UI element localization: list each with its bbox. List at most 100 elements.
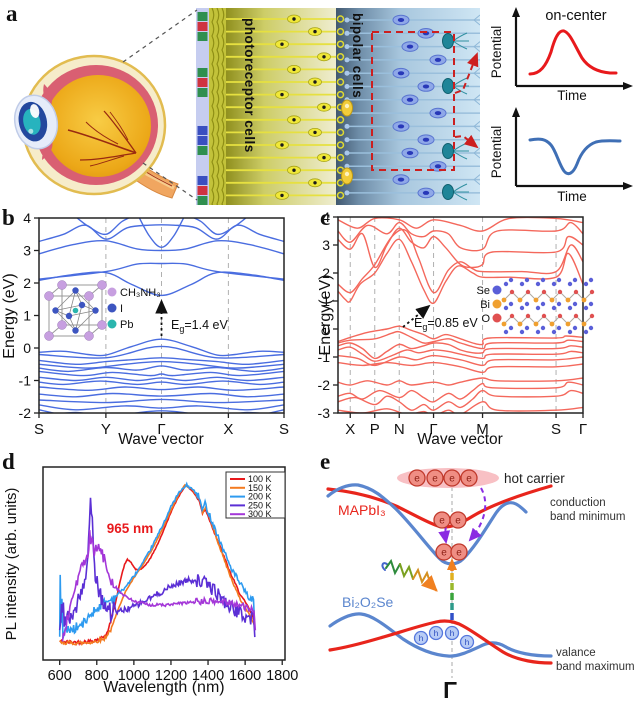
y-tick-label: -1 (19, 373, 32, 389)
pixel-square (197, 22, 208, 31)
amacrine-cell (341, 99, 353, 117)
highlight-dashed-box (371, 31, 455, 171)
energy-band (338, 325, 583, 346)
pixel-square (197, 68, 208, 77)
energy-band (39, 345, 284, 359)
hot-carrier-label: hot carrier (504, 471, 565, 486)
charge-transfer-schematic: e e e ee ee eh h hh hot carrier MAPbI₃ Bi₂O₂Se … (326, 468, 635, 703)
bi2o2se-valence-band-curve (328, 612, 553, 658)
time-label-bottom: Time (557, 189, 587, 204)
y-tick-label: 4 (322, 210, 330, 225)
electron-transfer-arrow (438, 525, 451, 544)
synaptic-terminal (336, 90, 345, 99)
mapbi3-valence-band-curve (328, 619, 553, 665)
hole-carrier: h (428, 625, 444, 641)
electron-carrier: e (460, 469, 478, 487)
x-tick-label: 1400 (192, 668, 224, 684)
cbm-label-line1: conduction (550, 497, 606, 509)
y-tick-label: -2 (19, 405, 32, 421)
o-label: O (481, 313, 490, 325)
energy-band (138, 218, 185, 249)
bi2o2se-band-structure: X P N Γ M S Γ -3 -2 -1 0 1 2 3 4 Energy(eV) Wave vecto… (318, 210, 595, 448)
eye-illustration (13, 54, 179, 199)
mapbi3-label: MAPbI₃ (338, 502, 386, 518)
potential-plot-on-center: on-center Potential Time (489, 7, 633, 102)
x-tick-label: N (394, 421, 405, 438)
svg-text:e: e (449, 474, 455, 485)
panel-d-label: d (2, 449, 15, 474)
energy-band (39, 370, 284, 377)
y-tick-label: 0 (322, 321, 330, 337)
energy-band (39, 376, 284, 382)
potential-plot-off-response: Potential Time (489, 107, 633, 204)
se-dot (492, 285, 502, 295)
pixel-square (197, 176, 208, 185)
hole-carrier: h (459, 634, 475, 650)
pixel-strip (196, 8, 209, 205)
synaptic-terminal (336, 40, 345, 48)
bi-dot (492, 299, 502, 309)
synaptic-terminal (336, 128, 345, 137)
c-xlabel: Wave vector (417, 431, 503, 448)
blood-vessels (67, 110, 137, 167)
pixel-square (197, 78, 208, 87)
iodine-label: I (120, 303, 123, 315)
on-center-response-curve (528, 29, 618, 76)
retina-drawing (196, 7, 481, 219)
965nm-annotation: 965 nm (107, 521, 154, 536)
svg-text:e: e (466, 474, 472, 485)
plot-frame (42, 466, 286, 661)
x-tick-label: Γ (579, 421, 587, 438)
legend-entry: 250 K (248, 500, 272, 510)
electron-carrier: e (408, 469, 426, 487)
bi2o2se-conduction-band-curve (326, 483, 528, 566)
lead-label: Pb (120, 319, 133, 331)
panel-b-label: b (2, 205, 15, 230)
svg-text:h: h (450, 628, 455, 638)
synaptic-terminal (336, 65, 345, 74)
energy-band (338, 330, 583, 350)
energy-band (338, 389, 583, 411)
energy-band (338, 342, 583, 360)
band-gap-arrow (402, 304, 431, 328)
energy-band (338, 227, 583, 269)
x-axis-arrow (623, 82, 633, 90)
c-eg-label: Eg=0.85 eV (414, 316, 478, 332)
pixel-square (197, 12, 208, 21)
retina-cross-section: photoreceptor cells bipolar cells (196, 7, 481, 219)
synaptic-terminal (336, 191, 345, 200)
svg-text:h: h (465, 637, 470, 647)
b-inset-legend: CH₃NH₃ I Pb (107, 287, 161, 331)
pl-curve-100K (59, 484, 256, 647)
electron-carrier: e (426, 469, 444, 487)
svg-text:e: e (432, 474, 438, 485)
band-plot-area: X P N Γ M S Γ -3 -2 -1 0 1 2 3 4 (318, 210, 587, 438)
electron-carrier: e (450, 543, 468, 561)
potential-label-bottom: Potential (489, 126, 504, 179)
charge-carriers: e e e ee ee eh h hh (408, 469, 478, 650)
y-tick-label: -2 (318, 377, 330, 393)
y-tick-label: 2 (23, 275, 31, 291)
energy-band (39, 360, 284, 369)
x-tick-label: Γ (429, 421, 437, 438)
x-tick-label: 800 (85, 668, 109, 684)
hole-carrier: h (444, 625, 460, 641)
panel-c-label: c (320, 205, 331, 230)
gamma-point-label: Γ (443, 677, 457, 703)
d-ylabel: PL intensity (arb. units) (3, 488, 20, 641)
synaptic-terminal (336, 116, 345, 124)
synaptic-terminal (336, 78, 345, 86)
band-lines (338, 217, 583, 413)
x-tick-label: X (223, 421, 233, 438)
y-tick-label: 2 (322, 265, 330, 281)
pl-curve-200K (58, 481, 256, 639)
vitreous (45, 75, 151, 177)
hot-carrier-relaxation-arrow (468, 487, 487, 542)
ch3nh3-label: CH₃NH₃ (120, 287, 161, 299)
pl-curve-300K (61, 529, 257, 642)
